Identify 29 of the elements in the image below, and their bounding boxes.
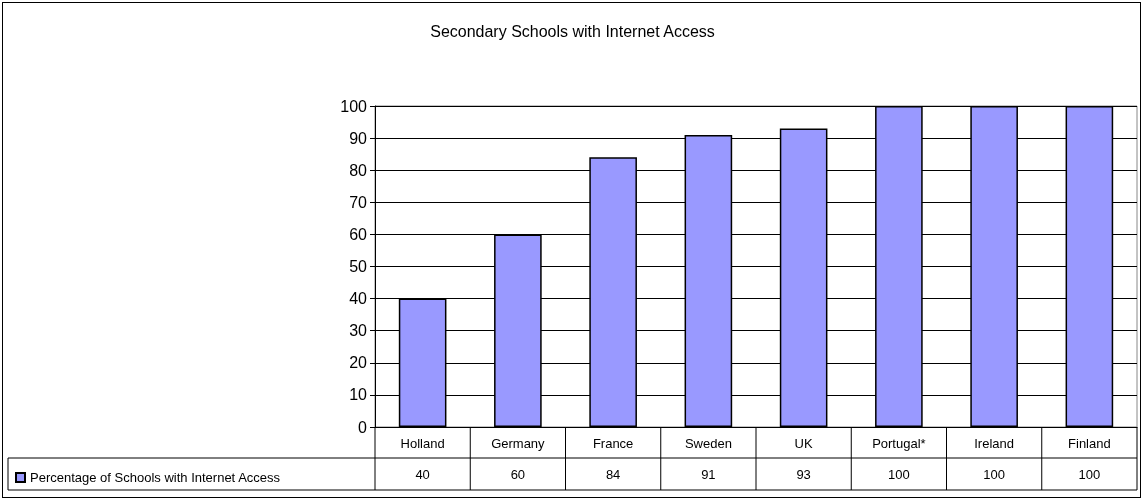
y-tick-label: 40 (349, 290, 368, 308)
chart-title: Secondary Schools with Internet Access (430, 22, 715, 40)
data-label: 40 (415, 466, 430, 482)
x-tick-label: Portugal* (872, 436, 926, 451)
data-label: 100 (1078, 466, 1101, 482)
y-tick-label: 60 (349, 225, 368, 243)
y-tick-label: 100 (340, 97, 368, 115)
data-label: 84 (605, 466, 621, 482)
y-tick-label: 30 (349, 322, 368, 340)
y-tick-label: 0 (358, 418, 368, 436)
data-label: 93 (796, 466, 811, 482)
x-tick-label: Germany (491, 436, 546, 451)
y-tick-label: 50 (349, 258, 368, 275)
x-tick-label: Holland (400, 436, 445, 451)
x-tick-label: Ireland (974, 436, 1014, 451)
x-tick-label: Finland (1068, 436, 1111, 451)
legend-label: Percentage of Schools with Internet Access (30, 470, 281, 485)
data-label: 100 (983, 466, 1005, 482)
data-label: 60 (510, 466, 526, 482)
data-label: 100 (888, 466, 910, 482)
y-tick-label: 90 (349, 129, 368, 147)
y-tick-label: 20 (349, 354, 368, 372)
x-tick-label: UK (794, 436, 813, 451)
y-tick-label: 70 (349, 193, 368, 211)
data-label: 91 (701, 466, 716, 482)
y-tick-label: 10 (349, 386, 368, 404)
y-tick-label: 80 (349, 161, 368, 179)
x-tick-label: Sweden (684, 436, 732, 451)
x-tick-label: France (592, 436, 634, 451)
